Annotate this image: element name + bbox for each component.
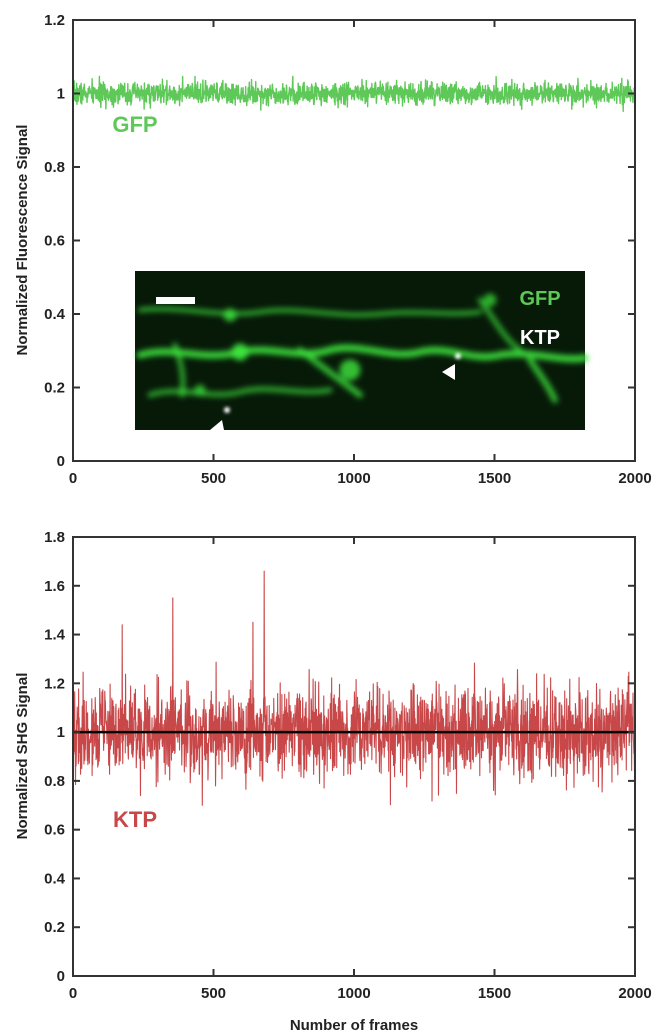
y-tick-label: 1.8: [44, 529, 65, 546]
y-tick-label: 0: [57, 968, 65, 985]
inset-arrowhead-icon: [442, 364, 455, 380]
x-tick-label: 1000: [337, 470, 370, 487]
inset-label-gfp: GFP: [519, 288, 560, 310]
gfp-annotation: GFP: [112, 112, 157, 137]
shg-chart: 0 500 1000 1500 2000 0 0.2 0.4 0.6 0.8 1 1.2 1.4 1.6 1…: [14, 529, 652, 1034]
y-tick-label: 0.2: [44, 919, 65, 936]
top-axes: 0 500 1000 1500 2000 0 0.2 0.4 0.6 0.8 1 1.2: [44, 12, 652, 487]
y-tick-label: 0.6: [44, 822, 65, 839]
series-line-gfp: [73, 75, 635, 113]
ktp-series-layer: [73, 570, 635, 806]
y-tick-label: 0.8: [44, 773, 65, 790]
y-tick-label: 1.6: [44, 578, 65, 595]
x-axis-label: Number of frames: [290, 1017, 418, 1034]
y-tick-label: 1.4: [44, 627, 66, 644]
x-tick-label: 2000: [618, 985, 651, 1002]
x-tick-label: 1000: [337, 985, 370, 1002]
x-tick-label: 500: [201, 985, 226, 1002]
x-tick-label: 500: [201, 470, 226, 487]
y-tick-label: 1: [57, 724, 65, 741]
gfp-series-layer: [73, 75, 635, 113]
inset-label-ktp: KTP: [520, 327, 560, 349]
inset-image: GFP KTP: [135, 271, 589, 430]
bottom-y-axis-label: Normalized SHG Signal: [14, 673, 31, 840]
x-tick-label: 0: [69, 985, 77, 1002]
inset-scale-bar: [156, 297, 195, 304]
y-tick-label: 0: [57, 453, 65, 470]
y-tick-label: 0.6: [44, 233, 65, 250]
x-tick-label: 0: [69, 470, 77, 487]
ktp-annotation: KTP: [113, 807, 157, 832]
x-tick-label: 1500: [478, 470, 511, 487]
fluorescence-chart: GFP KTP 0 500 1000 1500 2000 0 0.2 0.4 0.6 0.8 1 1.…: [14, 12, 652, 487]
top-y-axis-label: Normalized Fluorescence Signal: [14, 125, 31, 356]
series-line-ktp: [73, 570, 635, 806]
bottom-axes: 0 500 1000 1500 2000 0 0.2 0.4 0.6 0.8 1 1.2 1.4 1.6 1…: [44, 529, 652, 1002]
y-tick-label: 1.2: [44, 675, 65, 692]
inset-arrowhead-icon: [210, 420, 224, 430]
y-tick-label: 0.4: [44, 870, 66, 887]
x-tick-label: 2000: [618, 470, 651, 487]
x-tick-label: 1500: [478, 985, 511, 1002]
y-tick-label: 0.2: [44, 380, 65, 397]
y-tick-label: 0.4: [44, 306, 66, 323]
inset-shg-spot: [455, 353, 461, 359]
y-tick-label: 0.8: [44, 159, 65, 176]
y-tick-label: 1: [57, 86, 65, 103]
inset-fluorescence: [136, 293, 589, 403]
inset-shg-spot: [224, 407, 230, 413]
y-tick-label: 1.2: [44, 12, 65, 29]
